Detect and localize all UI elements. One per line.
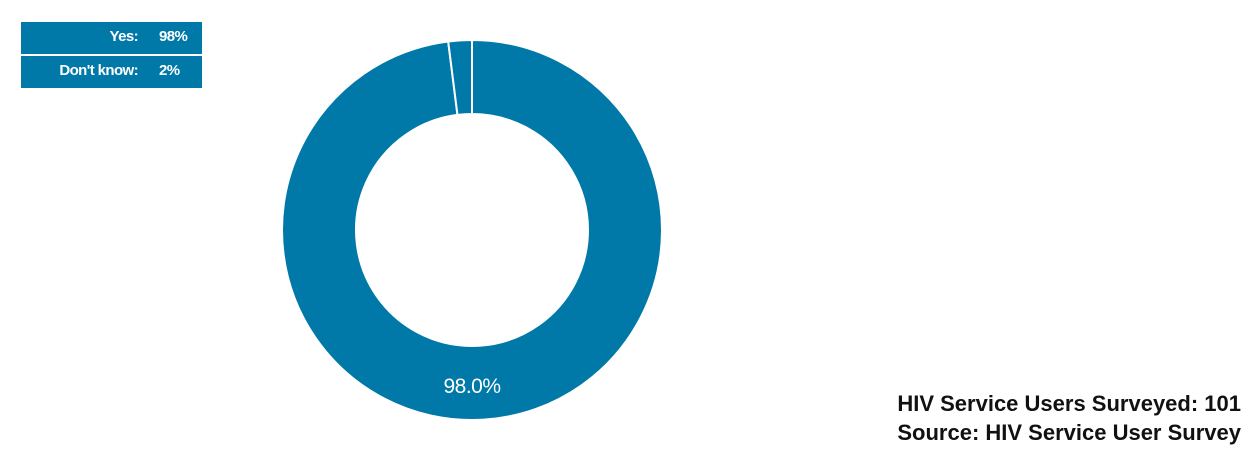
donut-slice-yes (281, 38, 663, 421)
legend-item-yes: Yes: 98% (21, 22, 202, 54)
legend-item-dont-know: Don't know: 2% (21, 56, 202, 88)
data-label-yes: 98.0% (443, 375, 500, 398)
donut-chart: 98.0% (281, 38, 663, 421)
legend-label-dont-know: Don't know: (59, 62, 138, 79)
chart-footer: HIV Service Users Surveyed: 101 Source: … (897, 389, 1241, 447)
legend-label-yes: Yes: (109, 28, 139, 45)
legend-value-dont-know: 2% (159, 62, 180, 79)
surveyed-count-text: HIV Service Users Surveyed: 101 (897, 391, 1241, 416)
legend: Yes: 98% Don't know: 2% (21, 22, 202, 90)
source-text: Source: HIV Service User Survey (897, 420, 1241, 445)
donut-slice-don-t-know (447, 38, 473, 117)
legend-value-yes: 98% (159, 28, 188, 45)
